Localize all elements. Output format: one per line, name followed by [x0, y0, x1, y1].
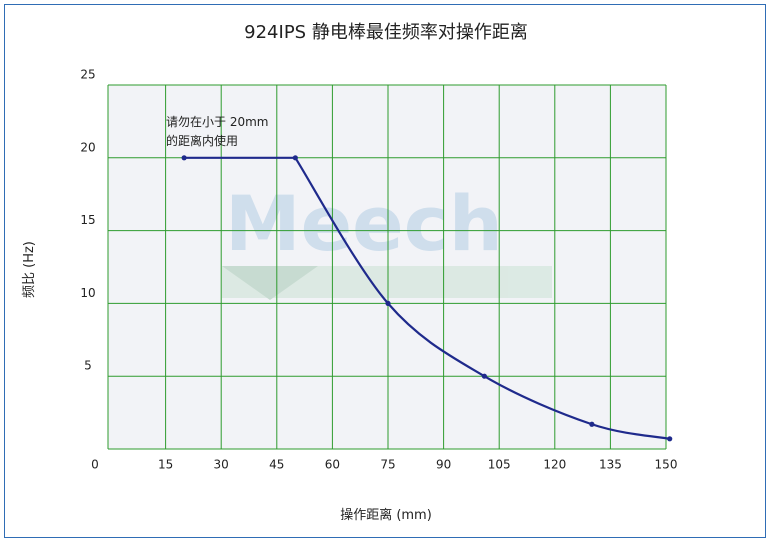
y-tick-label: 20: [80, 140, 95, 154]
series-line: [184, 156, 670, 440]
plot-background: [108, 85, 666, 449]
x-tick-label: 150: [655, 458, 678, 472]
axes: [107, 85, 666, 450]
x-tick-label: 75: [380, 458, 395, 472]
tick-labels: 0 15 30 45 60 75 90 105 120 135 150 5 10 15 20 25: [80, 68, 677, 472]
x-tick-label: 0: [91, 458, 99, 472]
watermark-text: Meech: [225, 179, 503, 268]
y-tick-label: 5: [84, 359, 92, 373]
y-tick-label: 10: [80, 286, 95, 300]
x-tick-label: 135: [599, 458, 622, 472]
watermark-chevron: [222, 266, 318, 300]
x-tick-label: 45: [269, 458, 284, 472]
data-point: [667, 436, 673, 442]
y-tick-label: 25: [80, 68, 95, 82]
watermark-logo: Meech: [222, 179, 552, 300]
y-tick-label: 15: [80, 213, 95, 227]
chart-title: 924IPS 静电棒最佳频率对操作距离: [244, 22, 528, 43]
data-point: [385, 300, 391, 306]
annotation: 请勿在小于 20mm 的距离内使用: [166, 115, 268, 148]
x-tick-label: 30: [214, 458, 229, 472]
x-tick-label: 60: [325, 458, 340, 472]
data-point: [181, 155, 187, 161]
x-tick-label: 120: [543, 458, 566, 472]
data-point: [292, 155, 298, 161]
data-point: [589, 421, 595, 427]
x-axis-label: 操作距离 (mm): [340, 508, 432, 523]
x-tick-label: 15: [158, 458, 173, 472]
x-tick-label: 90: [436, 458, 451, 472]
data-point: [481, 373, 487, 379]
annotation-line: 请勿在小于 20mm: [166, 115, 268, 129]
series: [181, 155, 673, 442]
x-tick-label: 105: [488, 458, 511, 472]
annotation-line: 的距离内使用: [166, 133, 238, 148]
